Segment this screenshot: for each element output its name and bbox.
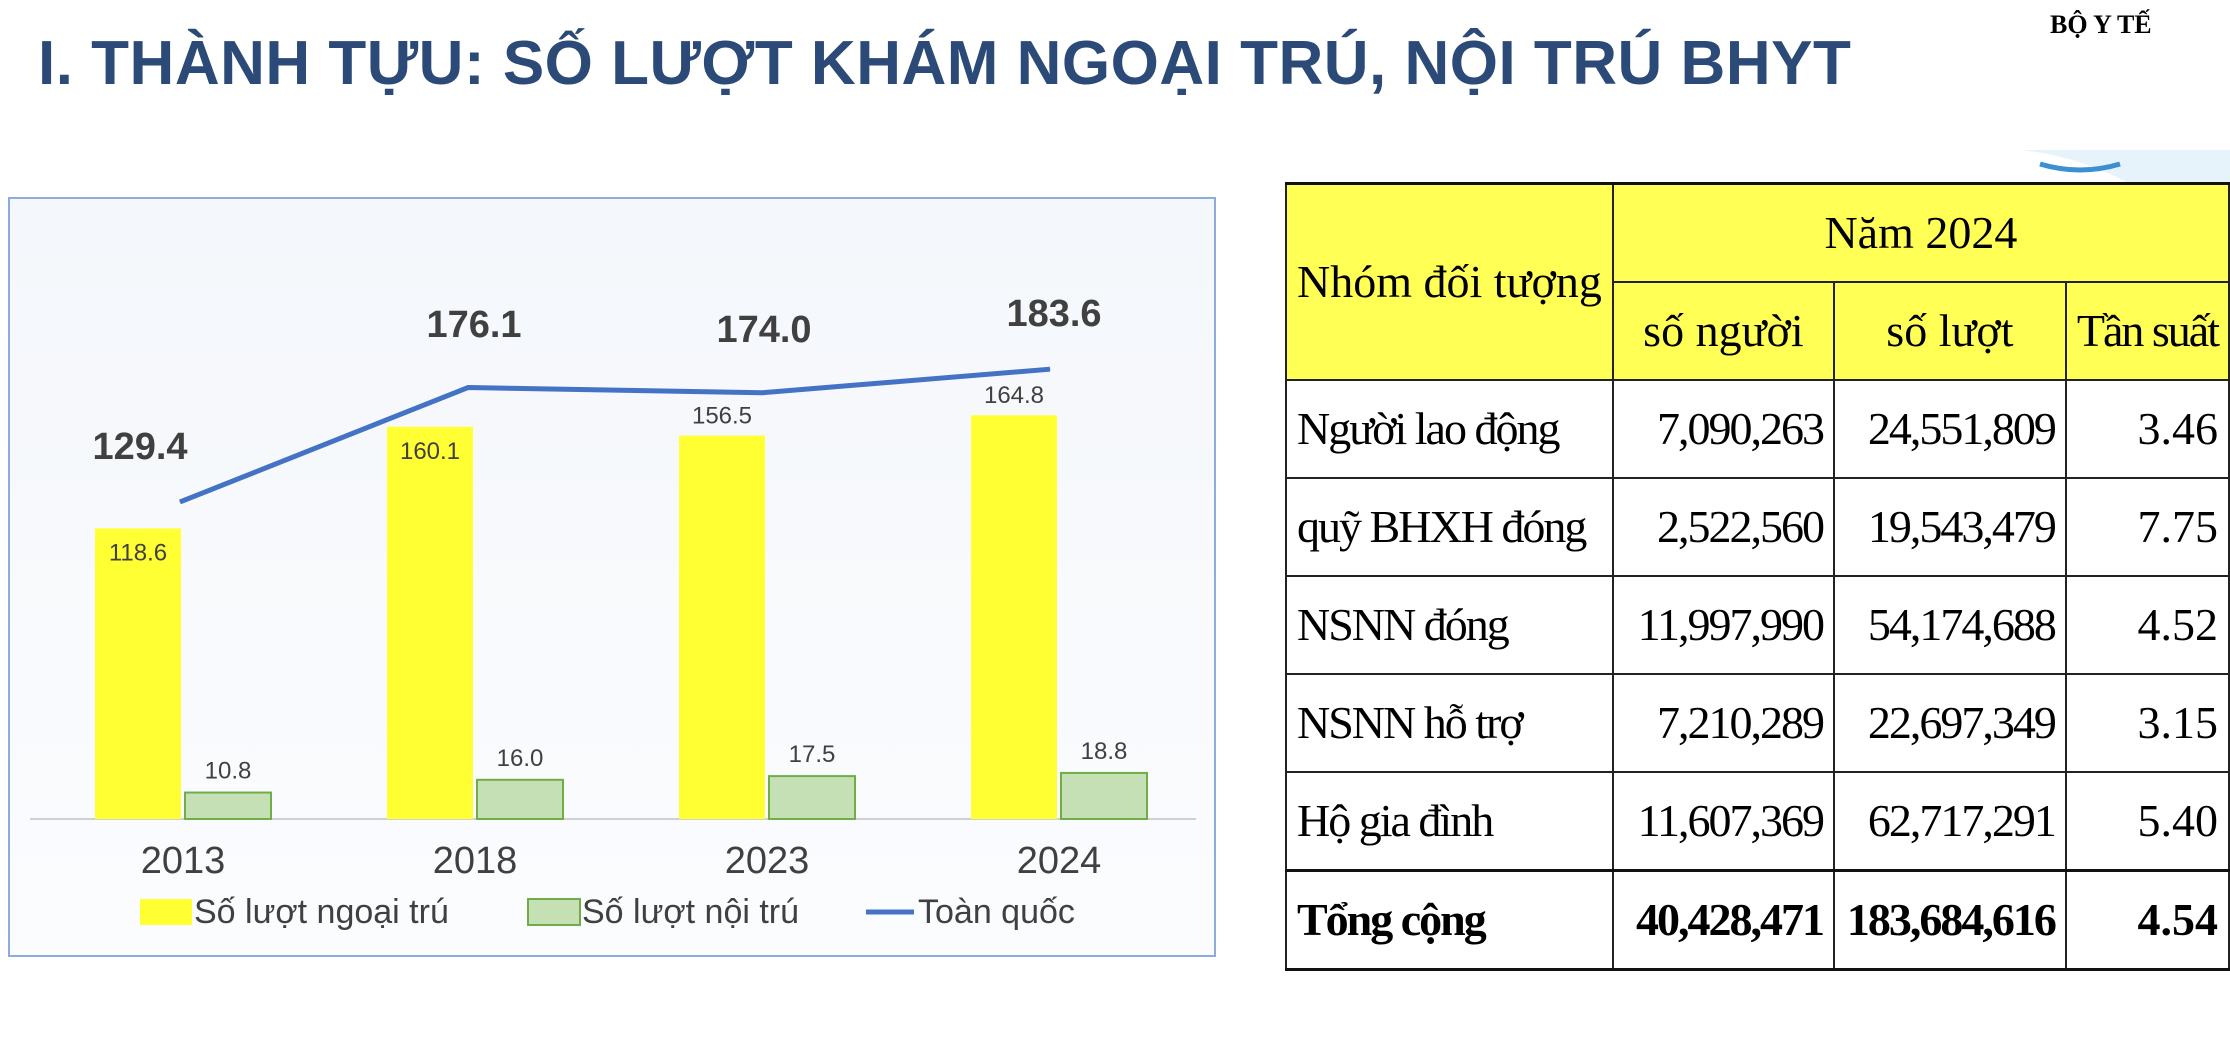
table-total-row: Tổng cộng 40,428,471 183,684,616 4.54 xyxy=(1285,869,2230,971)
cell-people: 7,090,263 xyxy=(1611,379,1835,479)
cell-group: NSNN đóng xyxy=(1285,575,1614,675)
cell-frequency: 4.52 xyxy=(2064,575,2230,675)
header-group-cell: Nhóm đối tượng xyxy=(1285,182,1614,381)
cell-group: Người lao động xyxy=(1285,379,1614,479)
data-label-toan-quoc: 174.0 xyxy=(716,309,811,351)
bar-line-chart: 118.6 10.8 160.1 16.0 156.5 17.5 164.8 18.8 129.… xyxy=(8,197,1216,957)
x-tick-labels: 2013 2018 2023 2024 xyxy=(141,840,1102,882)
legend-label-inpatient: Số lượt nội trú xyxy=(582,893,799,931)
cell-visits: 24,551,809 xyxy=(1832,379,2067,479)
header-col-visits: số lượt xyxy=(1832,281,2067,381)
legend-swatch-inpatient xyxy=(527,898,581,926)
decorative-arc-icon xyxy=(2020,150,2230,260)
bar-outpatient xyxy=(95,528,181,819)
data-label-inpatient: 10.8 xyxy=(205,758,252,785)
cell-frequency: 4.54 xyxy=(2064,869,2230,971)
chart-panel: 118.6 10.8 160.1 16.0 156.5 17.5 164.8 18.8 129.… xyxy=(8,197,1216,957)
legend-label-line: Toàn quốc xyxy=(918,893,1075,931)
cell-people: 40,428,471 xyxy=(1611,869,1835,971)
cell-frequency: 3.15 xyxy=(2064,673,2230,773)
data-label-inpatient: 17.5 xyxy=(789,741,836,768)
table-row: quỹ BHXH đóng 2,522,560 19,543,479 7.75 xyxy=(1285,477,2230,577)
table-row: Người lao động 7,090,263 24,551,809 3.46 xyxy=(1285,379,2230,479)
header-group-label: Nhóm đối tượng xyxy=(1297,256,1602,307)
cell-people: 11,997,990 xyxy=(1611,575,1835,675)
x-tick-label: 2018 xyxy=(433,840,518,882)
x-tick-label: 2013 xyxy=(141,840,226,882)
data-label-toan-quoc: 129.4 xyxy=(92,426,187,468)
data-label-toan-quoc: 176.1 xyxy=(426,304,521,346)
legend-label-outpatient: Số lượt ngoại trú xyxy=(194,893,449,931)
cell-people: 11,607,369 xyxy=(1611,771,1835,872)
line-point xyxy=(761,392,763,394)
header-col-people-label: số người xyxy=(1643,305,1804,356)
data-label-outpatient: 160.1 xyxy=(400,438,460,465)
cell-visits: 22,697,349 xyxy=(1832,673,2067,773)
legend: Số lượt ngoại trú Số lượt nội trú Toàn quố… xyxy=(140,893,1075,931)
data-label-outpatient: 164.8 xyxy=(984,382,1044,409)
cell-frequency: 7.75 xyxy=(2064,477,2230,577)
header-col-visits-label: số lượt xyxy=(1886,305,2014,356)
header-year-cell: Năm 2024 xyxy=(1611,182,2230,283)
table-row: NSNN đóng 11,997,990 54,174,688 4.52 xyxy=(1285,575,2230,675)
data-label-toan-quoc: 183.6 xyxy=(1006,293,1101,335)
cell-frequency: 5.40 xyxy=(2064,771,2230,872)
line-point xyxy=(1049,368,1051,370)
bar-inpatient xyxy=(476,778,564,820)
bars-layer xyxy=(95,415,1148,821)
bar-inpatient xyxy=(1060,771,1148,821)
cell-group: NSNN hỗ trợ xyxy=(1285,673,1614,773)
legend-swatch-outpatient xyxy=(140,899,192,925)
data-label-outpatient: 156.5 xyxy=(692,403,752,430)
header-col-frequency: Tần suất xyxy=(2064,281,2230,381)
header-col-people: số người xyxy=(1611,281,1835,381)
x-tick-label: 2024 xyxy=(1017,840,1102,882)
table-row: NSNN hỗ trợ 7,210,289 22,697,349 3.15 xyxy=(1285,673,2230,773)
bar-inpatient xyxy=(184,791,272,820)
header-year-label: Năm 2024 xyxy=(1824,207,2018,258)
cell-people: 2,522,560 xyxy=(1611,477,1835,577)
data-label-inpatient: 16.0 xyxy=(497,745,544,772)
cell-visits: 54,174,688 xyxy=(1832,575,2067,675)
bar-outpatient xyxy=(679,435,765,819)
cell-group: Tổng cộng xyxy=(1285,869,1614,971)
cell-visits: 183,684,616 xyxy=(1832,869,2067,971)
table-row: Hộ gia đình 11,607,369 62,717,291 5.40 xyxy=(1285,771,2230,872)
data-label-inpatient: 18.8 xyxy=(1081,738,1128,765)
cell-visits: 62,717,291 xyxy=(1832,771,2067,872)
page-title: I. THÀNH TỰU: SỐ LƯỢT KHÁM NGOẠI TRÚ, NỘ… xyxy=(38,29,1852,98)
cell-people: 7,210,289 xyxy=(1611,673,1835,773)
cell-group: Hộ gia đình xyxy=(1285,771,1614,872)
data-label-outpatient: 118.6 xyxy=(109,539,167,566)
data-table: Nhóm đối tượng Năm 2024 số người số lượt… xyxy=(1285,182,2230,971)
bar-outpatient xyxy=(387,426,473,819)
labels-layer: 118.6 10.8 160.1 16.0 156.5 17.5 164.8 18.8 129.… xyxy=(92,293,1127,785)
cell-visits: 19,543,479 xyxy=(1832,477,2067,577)
cell-frequency: 3.46 xyxy=(2064,379,2230,479)
header-col-frequency-label: Tần suất xyxy=(2076,305,2220,356)
bar-inpatient xyxy=(768,775,856,820)
org-label: BỘ Y TẾ xyxy=(2050,10,2152,39)
line-point xyxy=(179,501,181,503)
cell-group: quỹ BHXH đóng xyxy=(1285,477,1614,577)
bar-outpatient xyxy=(971,415,1057,819)
line-point xyxy=(467,387,469,389)
x-tick-label: 2023 xyxy=(725,840,810,882)
line-layer xyxy=(179,366,1051,505)
line-toan-quoc xyxy=(179,366,1051,505)
